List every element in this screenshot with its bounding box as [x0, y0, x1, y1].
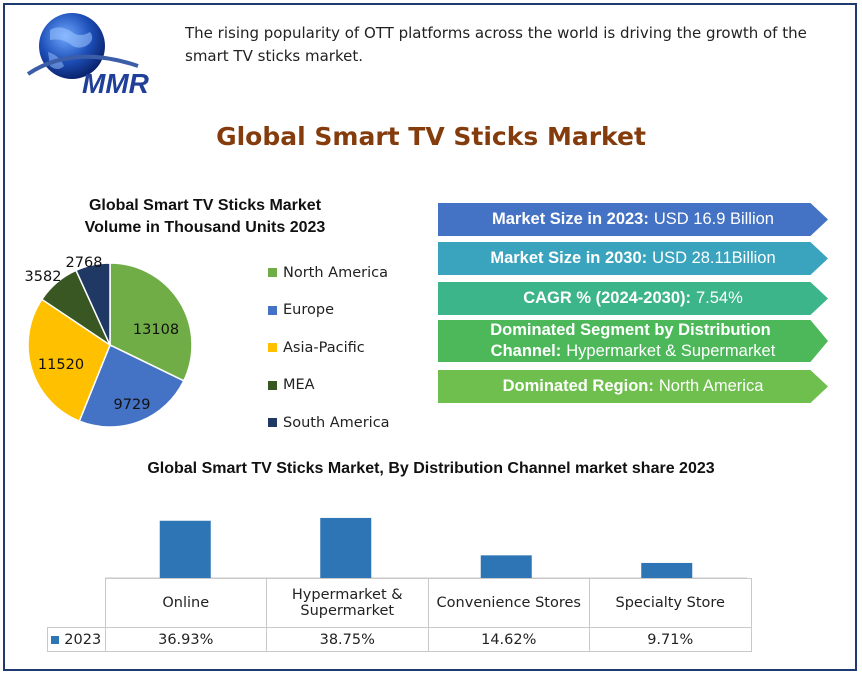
category-label: Convenience Stores: [427, 578, 590, 628]
bar: [480, 555, 532, 578]
legend-swatch: [268, 418, 277, 428]
intro-text: The rising popularity of OTT platforms a…: [185, 24, 807, 65]
legend-item: Europe: [268, 292, 390, 330]
table-corner: [47, 578, 106, 628]
highlight-arrow: Dominated Segment by Distribution Channel…: [438, 320, 828, 362]
pie-slice-asia-pacific: [27, 298, 111, 423]
pie-title-line-1: Global Smart TV Sticks Market: [88, 197, 322, 214]
legend-item: North America: [268, 254, 390, 292]
legend-swatch: [268, 305, 277, 315]
globe-icon: MMR: [26, 13, 150, 99]
bar: [159, 520, 211, 578]
highlight-label: CAGR % (2024-2030):: [523, 289, 691, 307]
legend-label: MEA: [283, 377, 315, 394]
table-cell-value: 38.75%: [266, 627, 429, 652]
legend-swatch: [268, 343, 277, 353]
series-swatch: [51, 635, 60, 644]
table-row: 2023 36.93% 38.75% 14.62% 9.71%: [47, 627, 752, 652]
pie-chart-title: Global Smart TV Sticks Market Volume in …: [40, 195, 370, 239]
table-cell-value: 9.71%: [589, 627, 752, 652]
table-cell-value: 36.93%: [104, 627, 267, 652]
highlight-value: 7.54%: [696, 289, 743, 307]
pie-data-label: 9729: [114, 397, 151, 413]
bar-chart-title: Global Smart TV Sticks Market, By Distri…: [147, 460, 715, 477]
pie-slice-north-america: [109, 262, 193, 382]
highlight-label: Market Size in 2023:: [492, 210, 649, 228]
pie-slice-europe: [78, 343, 185, 428]
category-label: Hypermarket & Supermarket: [266, 578, 429, 628]
highlight-label: Dominated Segment by Distribution: [490, 321, 771, 339]
legend-label: North America: [283, 264, 388, 281]
legend-label: South America: [283, 414, 390, 431]
bar-data-table: Online Hypermarket & Supermarket Convenienc…: [47, 578, 752, 652]
legend-item: Asia-Pacific: [268, 329, 390, 367]
bar: [320, 517, 372, 578]
pie-title-line-2: Volume in Thousand Units 2023: [84, 219, 326, 236]
bar-chart: [105, 517, 747, 579]
highlight-value: Channel: Hypermarket & Supermarket: [490, 342, 776, 360]
pie-data-label: 3582: [25, 269, 62, 285]
pie-data-label: 2768: [66, 255, 103, 271]
highlight-value: USD 16.9 Billion: [653, 210, 774, 228]
table-cell-value: 14.62%: [427, 627, 590, 652]
legend-item: South America: [268, 404, 390, 442]
highlight-value: USD 28.11Billion: [652, 249, 776, 267]
pie-slice-south-america: [75, 262, 111, 346]
table-header-row: Online Hypermarket & Supermarket Convenienc…: [47, 578, 752, 628]
highlight-arrow: Market Size in 2030: USD 28.11Billion: [438, 242, 828, 275]
highlight-arrow: CAGR % (2024-2030): 7.54%: [438, 282, 828, 315]
highlight-value: North America: [658, 377, 764, 395]
highlight-label: Market Size in 2030:: [490, 249, 648, 267]
legend-swatch: [268, 380, 277, 390]
mmr-logo: MMR: [20, 8, 160, 100]
legend-label: Europe: [283, 302, 334, 319]
category-label: Specialty Store: [589, 578, 752, 628]
series-key-cell: 2023: [47, 627, 106, 652]
pie-legend: North America Europe Asia-Pacific MEA South …: [268, 254, 390, 442]
series-name: 2023: [64, 631, 102, 648]
highlight-label: Dominated Region:: [502, 377, 654, 395]
highlight-arrow: Market Size in 2023: USD 16.9 Billion: [438, 203, 828, 236]
category-label: Online: [104, 578, 267, 628]
legend-item: MEA: [268, 367, 390, 405]
logo-text: MMR: [82, 68, 150, 99]
highlight-arrow: Dominated Region: North America: [438, 370, 828, 403]
page-title: Global Smart TV Sticks Market: [216, 122, 646, 151]
pie-data-label: 11520: [38, 357, 84, 373]
pie-data-label: 13108: [133, 322, 179, 338]
bar: [641, 562, 693, 578]
legend-swatch: [268, 268, 277, 278]
legend-label: Asia-Pacific: [283, 339, 365, 356]
